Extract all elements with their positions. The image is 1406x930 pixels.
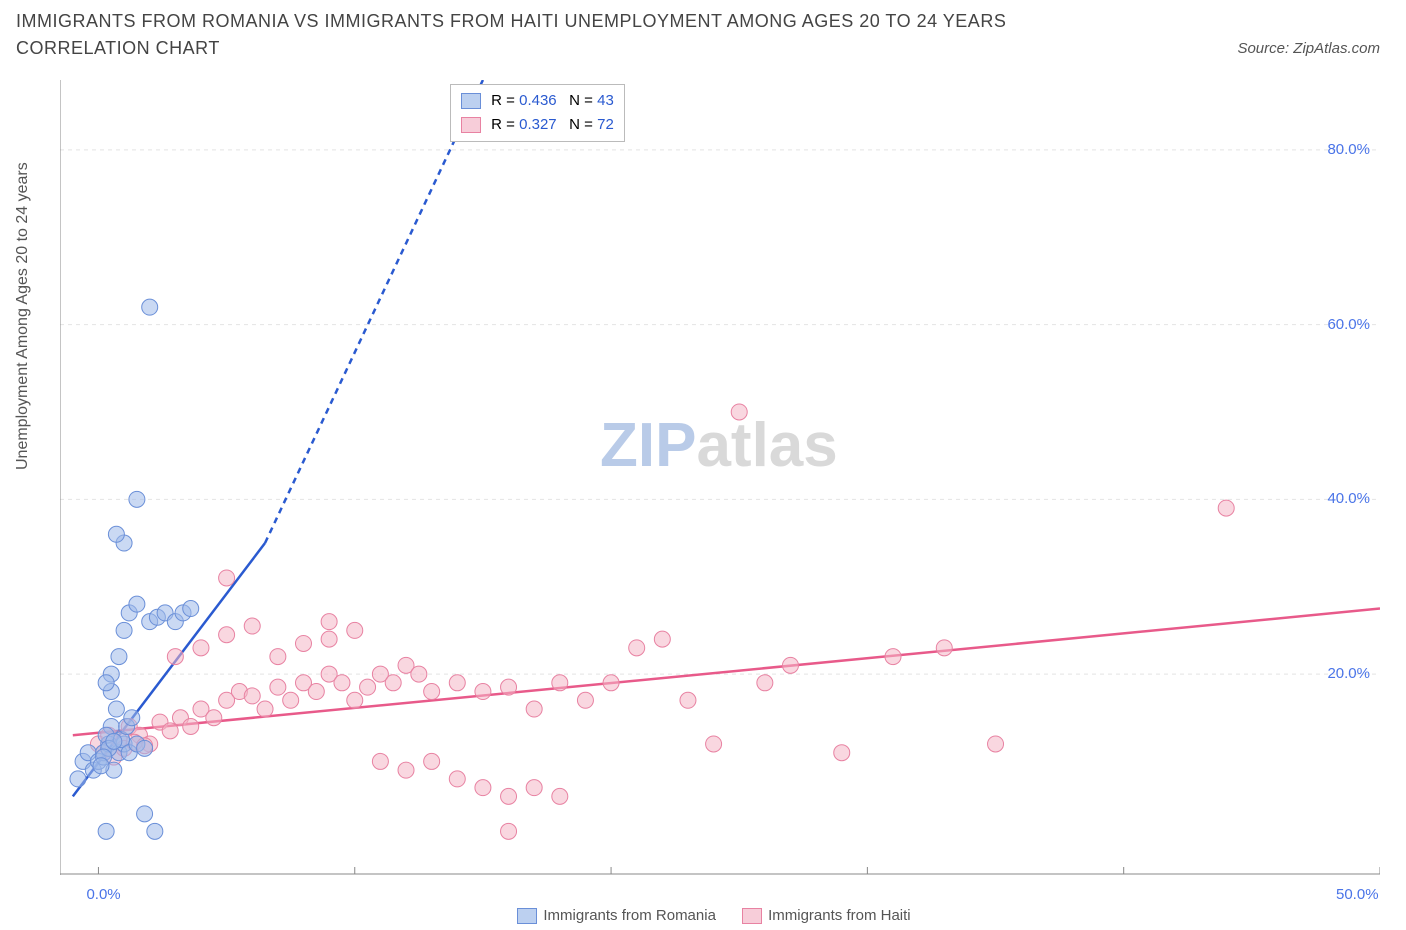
y-tick-label: 40.0% [1327, 490, 1370, 507]
chart-svg [60, 80, 1380, 875]
x-tick-label: 0.0% [86, 886, 120, 903]
source-attribution: Source: ZipAtlas.com [1237, 40, 1380, 57]
y-axis-label: Unemployment Among Ages 20 to 24 years [14, 162, 32, 470]
chart-title: IMMIGRANTS FROM ROMANIA VS IMMIGRANTS FR… [16, 8, 1136, 62]
scatter-chart: 20.0%40.0%60.0%80.0% 0.0%50.0% ZIPatlas … [60, 80, 1380, 875]
haiti-label: Immigrants from Haiti [768, 907, 911, 924]
x-tick-label: 50.0% [1336, 886, 1379, 903]
y-tick-label: 80.0% [1327, 141, 1370, 158]
y-tick-label: 60.0% [1327, 316, 1370, 333]
romania-swatch [517, 908, 537, 924]
series-legend: Immigrants from Romania Immigrants from … [0, 907, 1406, 924]
correlation-legend: R = 0.436 N = 43 R = 0.327 N = 72 [450, 84, 625, 142]
y-tick-label: 20.0% [1327, 665, 1370, 682]
haiti-swatch [742, 908, 762, 924]
romania-label: Immigrants from Romania [543, 907, 716, 924]
